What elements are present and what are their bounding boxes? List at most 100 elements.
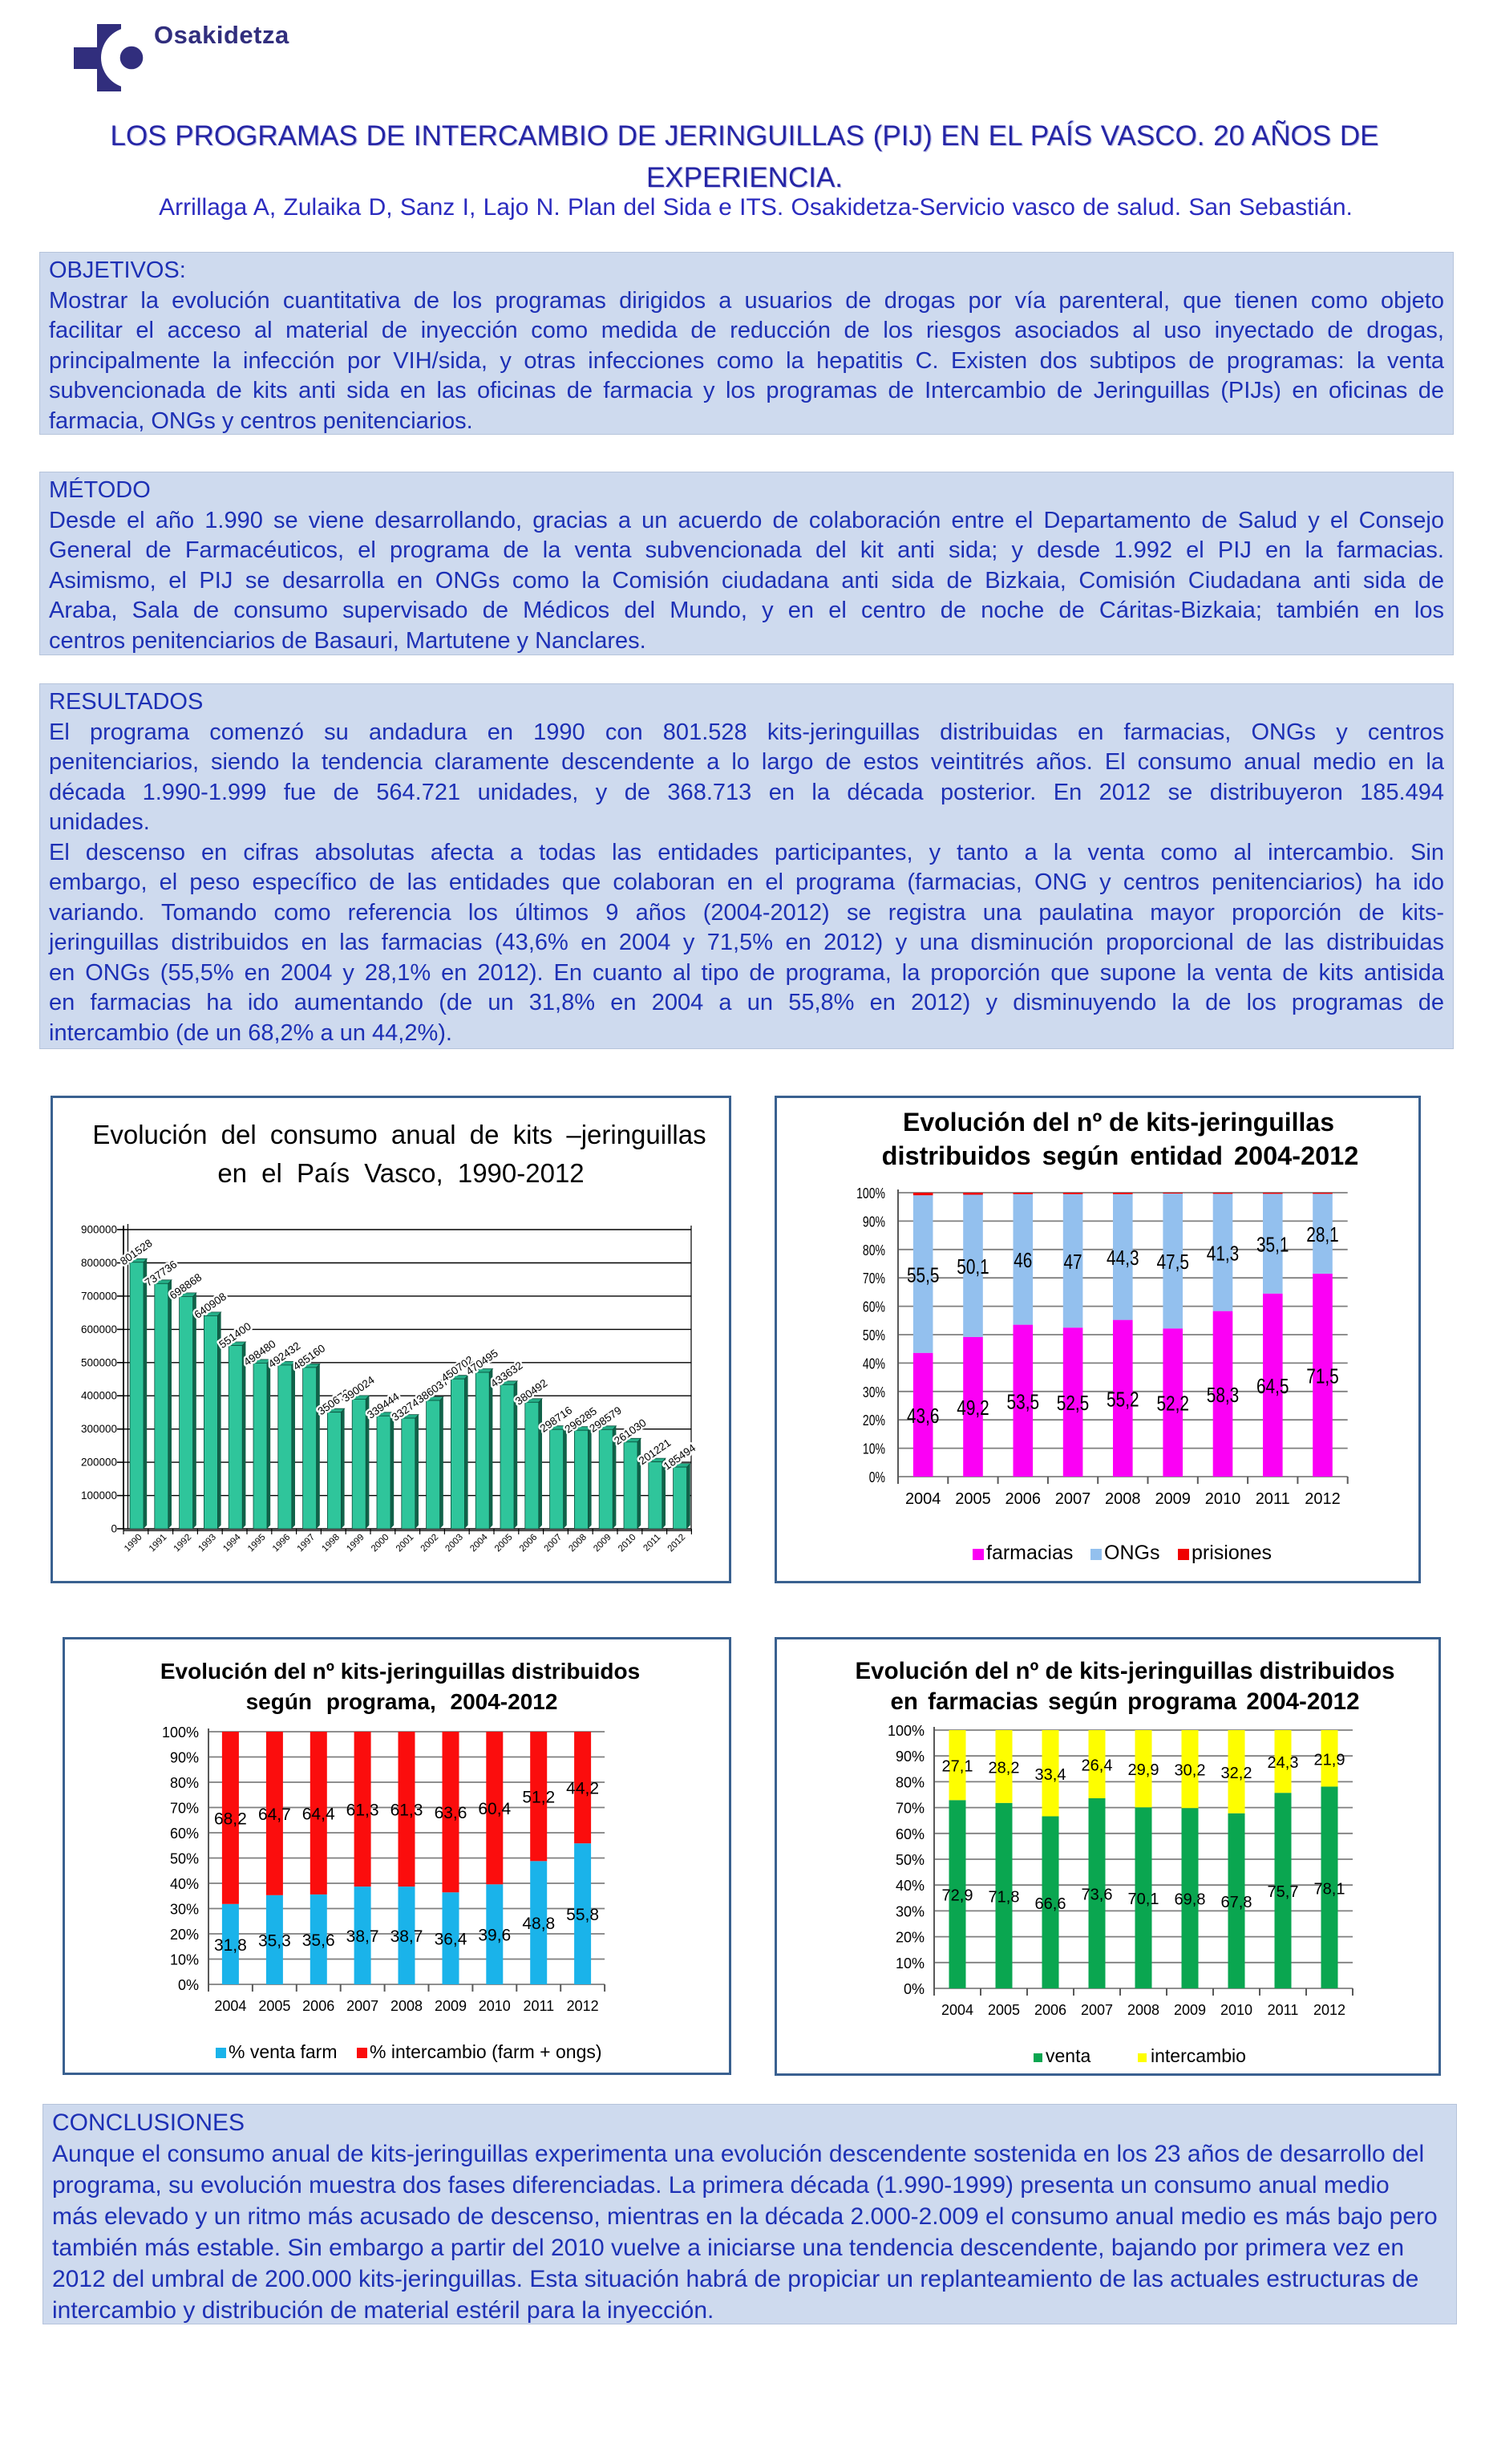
svg-text:Osakidetza: Osakidetza — [154, 21, 289, 49]
svg-text:53,5: 53,5 — [1007, 1389, 1040, 1413]
svg-text:28,1: 28,1 — [1306, 1222, 1339, 1246]
svg-text:55,8: 55,8 — [566, 1906, 599, 1924]
svg-text:1994: 1994 — [221, 1532, 243, 1554]
svg-text:68,2: 68,2 — [214, 1810, 247, 1828]
svg-text:2009: 2009 — [435, 1998, 467, 2014]
svg-text:Evolución del nº de kits-jerin: Evolución del nº de kits-jeringuillas di… — [856, 1658, 1395, 1684]
svg-text:27,1: 27,1 — [942, 1758, 973, 1776]
svg-text:1995: 1995 — [246, 1533, 268, 1554]
svg-text:2006: 2006 — [302, 1998, 334, 2014]
svg-text:2005: 2005 — [988, 2002, 1020, 2018]
svg-text:1990: 1990 — [123, 1533, 144, 1554]
svg-text:72,9: 72,9 — [942, 1887, 973, 1905]
svg-text:60%: 60% — [896, 1826, 925, 1842]
svg-text:20%: 20% — [170, 1927, 199, 1943]
svg-text:20%: 20% — [863, 1412, 885, 1429]
svg-text:2004: 2004 — [941, 2002, 973, 2018]
svg-text:21,9: 21,9 — [1314, 1751, 1345, 1769]
svg-text:51,2: 51,2 — [522, 1789, 555, 1807]
svg-text:78,1: 78,1 — [1314, 1880, 1345, 1898]
svg-text:2010: 2010 — [617, 1533, 638, 1554]
svg-text:43,6: 43,6 — [907, 1404, 940, 1428]
svg-text:400000: 400000 — [81, 1390, 117, 1402]
svg-text:40%: 40% — [170, 1876, 199, 1892]
svg-text:48,8: 48,8 — [522, 1915, 555, 1933]
svg-text:2004: 2004 — [214, 1998, 246, 2014]
svg-text:2008: 2008 — [567, 1533, 589, 1554]
svg-text:2007: 2007 — [346, 1998, 378, 2014]
svg-text:2010: 2010 — [1205, 1490, 1241, 1508]
svg-text:64,4: 64,4 — [302, 1805, 335, 1823]
svg-text:58,3: 58,3 — [1207, 1383, 1240, 1407]
svg-text:20%: 20% — [896, 1930, 925, 1946]
svg-text:Evolución del nº kits-jeringui: Evolución del nº kits-jeringuillas distr… — [160, 1659, 640, 1684]
svg-text:2005: 2005 — [258, 1998, 290, 2014]
svg-text:en farmacias según programa 20: en farmacias según programa 2004-2012 — [891, 1688, 1360, 1715]
svg-text:2008: 2008 — [390, 1998, 423, 2014]
svg-text:69,8: 69,8 — [1175, 1891, 1206, 1909]
svg-text:% venta farm: % venta farm — [229, 2041, 338, 2062]
svg-text:0%: 0% — [869, 1469, 885, 1485]
svg-text:66,6: 66,6 — [1035, 1895, 1066, 1913]
svg-text:2006: 2006 — [1005, 1490, 1042, 1508]
svg-text:ONGs: ONGs — [1104, 1542, 1159, 1564]
svg-text:100000: 100000 — [81, 1489, 117, 1502]
svg-text:2010: 2010 — [1220, 2002, 1252, 2018]
svg-text:900000: 900000 — [81, 1224, 117, 1236]
svg-text:55,5: 55,5 — [907, 1262, 940, 1287]
svg-text:35,3: 35,3 — [258, 1931, 291, 1950]
svg-text:40%: 40% — [863, 1356, 885, 1372]
svg-text:71,5: 71,5 — [1306, 1364, 1339, 1388]
svg-text:24,3: 24,3 — [1268, 1754, 1299, 1772]
svg-text:30%: 30% — [863, 1384, 885, 1400]
svg-text:2002: 2002 — [419, 1533, 441, 1554]
svg-text:33,4: 33,4 — [1035, 1766, 1066, 1784]
svg-text:10%: 10% — [863, 1441, 885, 1457]
svg-text:Evolución del consumo anual de: Evolución del consumo anual de kits –jer… — [92, 1120, 706, 1149]
svg-text:2012: 2012 — [1313, 2002, 1345, 2018]
svg-text:60%: 60% — [863, 1299, 885, 1315]
svg-text:40%: 40% — [896, 1878, 925, 1894]
svg-text:2011: 2011 — [523, 1998, 554, 2014]
svg-text:49,2: 49,2 — [957, 1396, 989, 1420]
svg-text:2007: 2007 — [543, 1533, 564, 1554]
svg-text:63,6: 63,6 — [435, 1804, 467, 1822]
svg-text:30,2: 30,2 — [1175, 1762, 1206, 1780]
svg-text:90%: 90% — [170, 1750, 199, 1766]
svg-text:2012: 2012 — [666, 1533, 688, 1554]
svg-text:75,7: 75,7 — [1268, 1883, 1299, 1901]
svg-text:2003: 2003 — [443, 1533, 465, 1554]
svg-text:80%: 80% — [170, 1775, 199, 1791]
svg-text:70%: 70% — [896, 1801, 925, 1817]
svg-text:90%: 90% — [863, 1214, 885, 1230]
svg-text:700000: 700000 — [81, 1290, 117, 1302]
svg-text:70,1: 70,1 — [1128, 1891, 1159, 1908]
svg-text:prisiones: prisiones — [1192, 1542, 1272, 1564]
svg-text:46: 46 — [1014, 1248, 1032, 1272]
svg-text:44,2: 44,2 — [566, 1780, 599, 1798]
svg-text:2004: 2004 — [905, 1490, 941, 1508]
svg-text:2005: 2005 — [493, 1533, 515, 1554]
svg-text:% intercambio (farm + ongs): % intercambio (farm + ongs) — [370, 2041, 602, 2062]
svg-text:70%: 70% — [170, 1801, 199, 1817]
svg-text:1991: 1991 — [148, 1533, 169, 1554]
svg-text:800000: 800000 — [81, 1257, 117, 1269]
svg-text:71,8: 71,8 — [989, 1888, 1020, 1906]
svg-text:64,7: 64,7 — [258, 1805, 291, 1824]
svg-text:32,2: 32,2 — [1221, 1765, 1252, 1782]
svg-text:1997: 1997 — [296, 1533, 318, 1554]
svg-text:61,3: 61,3 — [346, 1801, 379, 1820]
svg-text:1996: 1996 — [271, 1533, 293, 1554]
svg-text:35,6: 35,6 — [302, 1931, 335, 1950]
svg-text:64,5: 64,5 — [1256, 1374, 1289, 1398]
svg-text:2008: 2008 — [1105, 1490, 1141, 1508]
svg-text:0%: 0% — [904, 1981, 925, 1997]
svg-text:2011: 2011 — [1256, 1490, 1290, 1508]
svg-text:2012: 2012 — [1305, 1490, 1341, 1508]
svg-text:50,1: 50,1 — [957, 1254, 989, 1279]
svg-text:41,3: 41,3 — [1207, 1242, 1240, 1266]
svg-text:1999: 1999 — [345, 1533, 366, 1554]
svg-text:47: 47 — [1063, 1250, 1082, 1274]
svg-text:en el País Vasco, 1990-2012: en el País Vasco, 1990-2012 — [217, 1158, 584, 1188]
svg-text:60,4: 60,4 — [478, 1800, 511, 1818]
